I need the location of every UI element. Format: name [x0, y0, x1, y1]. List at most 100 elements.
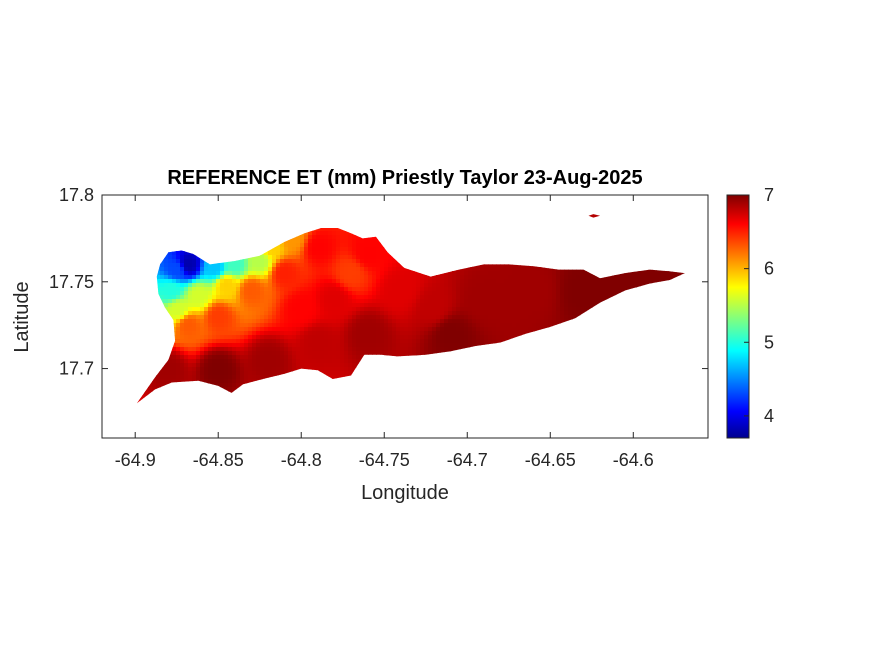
heatmap-cell — [304, 267, 309, 272]
heatmap-cell — [240, 259, 245, 264]
heatmap-cell — [536, 323, 541, 328]
heatmap-cell — [224, 307, 229, 312]
heatmap-cell — [412, 307, 417, 312]
heatmap-cell — [260, 283, 265, 288]
heatmap-cell — [288, 263, 293, 268]
heatmap-cell — [260, 323, 265, 328]
heatmap-cell — [240, 347, 245, 352]
heatmap-cell — [268, 263, 273, 268]
heatmap-cell — [204, 311, 209, 316]
heatmap-cell — [180, 299, 185, 304]
heatmap-cell — [276, 255, 281, 260]
heatmap-cell — [524, 295, 529, 300]
heatmap-cell — [572, 283, 577, 288]
heatmap-cell — [488, 307, 493, 312]
heatmap-cell — [188, 275, 193, 280]
heatmap-cell — [496, 283, 501, 288]
heatmap-cell — [292, 351, 297, 356]
heatmap-cell — [400, 283, 405, 288]
heatmap-cell — [488, 335, 493, 340]
heatmap-cell — [496, 319, 501, 324]
heatmap-cell — [280, 267, 285, 272]
heatmap-cell — [244, 323, 249, 328]
heatmap-cell — [332, 275, 337, 280]
heatmap-cell — [436, 335, 441, 340]
heatmap-cell — [524, 283, 529, 288]
heatmap-cell — [516, 311, 521, 316]
heatmap-cell — [156, 287, 161, 292]
heatmap-cell — [188, 311, 193, 316]
heatmap-cell — [656, 279, 661, 284]
heatmap-cell — [288, 287, 293, 292]
heatmap-cell — [308, 331, 313, 336]
heatmap-cell — [512, 271, 517, 276]
heatmap-cell — [288, 331, 293, 336]
heatmap-cell — [344, 267, 349, 272]
heatmap-cell — [552, 311, 557, 316]
heatmap-cell — [660, 271, 665, 276]
heatmap-cell — [580, 283, 585, 288]
heatmap-cell — [260, 275, 265, 280]
heatmap-cell — [192, 327, 197, 332]
heatmap-cell — [364, 247, 369, 252]
heatmap-cell — [496, 323, 501, 328]
heatmap-cell — [184, 291, 189, 296]
heatmap-cell — [544, 267, 549, 272]
heatmap-cell — [212, 355, 217, 360]
heatmap-cell — [232, 343, 237, 348]
heatmap-cell — [516, 267, 521, 272]
heatmap-cell — [448, 295, 453, 300]
heatmap-cell — [288, 259, 293, 264]
heatmap-cell — [532, 267, 537, 272]
heatmap-cell — [384, 311, 389, 316]
heatmap-cell — [228, 339, 233, 344]
heatmap-cell — [252, 283, 257, 288]
heatmap-cell — [160, 263, 165, 268]
heatmap-cell — [472, 279, 477, 284]
heatmap-cell — [240, 335, 245, 340]
heatmap-cell — [292, 331, 297, 336]
heatmap-cell — [392, 327, 397, 332]
heatmap-cell — [456, 307, 461, 312]
heatmap-cell — [308, 247, 313, 252]
heatmap-cell — [404, 283, 409, 288]
heatmap-cell — [348, 263, 353, 268]
heatmap-cell — [340, 235, 345, 240]
heatmap-cell — [520, 303, 525, 308]
heatmap-cell — [272, 263, 277, 268]
heatmap-cell — [196, 343, 201, 348]
heatmap-cell — [268, 291, 273, 296]
heatmap-cell — [520, 287, 525, 292]
heatmap-cell — [156, 271, 161, 276]
heatmap-cell — [388, 331, 393, 336]
heatmap-cell — [556, 299, 561, 304]
heatmap-cell — [540, 271, 545, 276]
heatmap-cell — [428, 303, 433, 308]
heatmap-cell — [456, 331, 461, 336]
heatmap-cell — [220, 271, 225, 276]
heatmap-cell — [272, 351, 277, 356]
heatmap-cell — [248, 335, 253, 340]
heatmap-cell — [400, 339, 405, 344]
heatmap-cell — [480, 295, 485, 300]
heatmap-cell — [400, 267, 405, 272]
heatmap-cell — [348, 255, 353, 260]
heatmap-cell — [588, 299, 593, 304]
heatmap-cell — [188, 255, 193, 260]
heatmap-cell — [264, 291, 269, 296]
heatmap-cell — [624, 279, 629, 284]
heatmap-cell — [236, 283, 241, 288]
heatmap-cell — [176, 319, 181, 324]
heatmap-cell — [524, 275, 529, 280]
heatmap-cell — [480, 271, 485, 276]
heatmap-cell — [300, 271, 305, 276]
heatmap-cell — [256, 295, 261, 300]
heatmap-cell — [272, 331, 277, 336]
heatmap-cell — [192, 343, 197, 348]
heatmap-cell — [528, 267, 533, 272]
heatmap-cell — [408, 299, 413, 304]
heatmap-cell — [580, 287, 585, 292]
heatmap-cell — [284, 343, 289, 348]
heatmap-cell — [520, 307, 525, 312]
heatmap-cell — [616, 283, 621, 288]
